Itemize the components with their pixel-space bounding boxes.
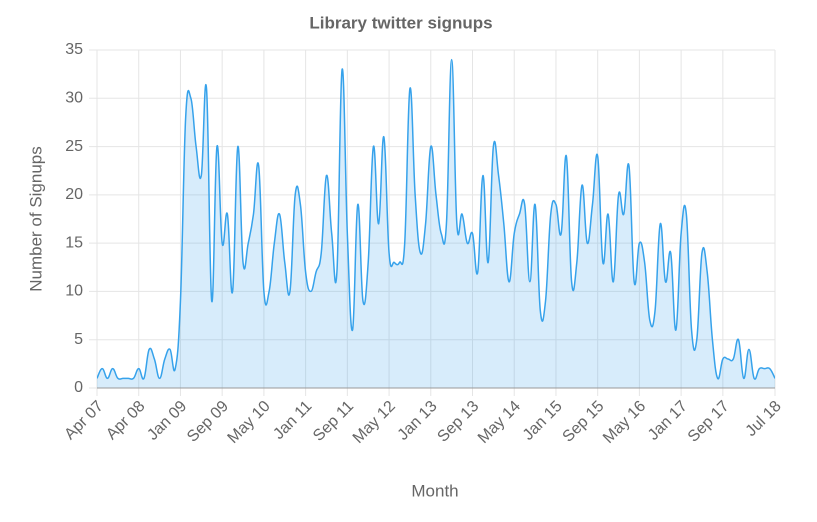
x-tick-label: Sep 11 [310, 398, 357, 445]
x-tick-label: Sep 09 [184, 398, 232, 446]
y-tick-label: 15 [65, 234, 83, 251]
y-tick-label: 10 [65, 283, 83, 300]
x-tick-label: May 10 [225, 398, 274, 447]
x-axis-title: Month [411, 481, 458, 500]
x-tick-label: Sep 15 [560, 398, 608, 446]
y-tick-label: 25 [65, 138, 83, 155]
y-tick-label: 20 [65, 186, 83, 203]
x-tick-label: Jul 18 [743, 398, 785, 440]
x-tick-label: Apr 08 [103, 398, 148, 443]
x-tick-label: Jan 09 [144, 398, 190, 444]
x-tick-label: May 12 [350, 398, 399, 447]
x-tick-label: May 14 [475, 398, 524, 447]
y-axis-title: Number of Signups [26, 146, 45, 292]
y-tick-label: 5 [74, 331, 83, 348]
x-tick-label: Jan 11 [270, 398, 315, 443]
x-tick-label: Sep 13 [434, 398, 482, 446]
x-tick-label: Jan 15 [520, 398, 566, 444]
x-tick-label: May 16 [600, 398, 649, 447]
x-tick-label: Jan 17 [645, 398, 691, 444]
y-tick-label: 0 [74, 379, 83, 396]
area-fill [97, 59, 775, 388]
line [97, 58, 775, 380]
y-tick-label: 30 [65, 90, 83, 107]
x-tick-label: Apr 07 [61, 398, 106, 443]
chart-title: Library twitter signups [309, 13, 492, 32]
x-tick-label: Jan 13 [395, 398, 441, 444]
x-tick-label: Sep 17 [685, 398, 733, 446]
y-tick-label: 35 [65, 41, 83, 58]
